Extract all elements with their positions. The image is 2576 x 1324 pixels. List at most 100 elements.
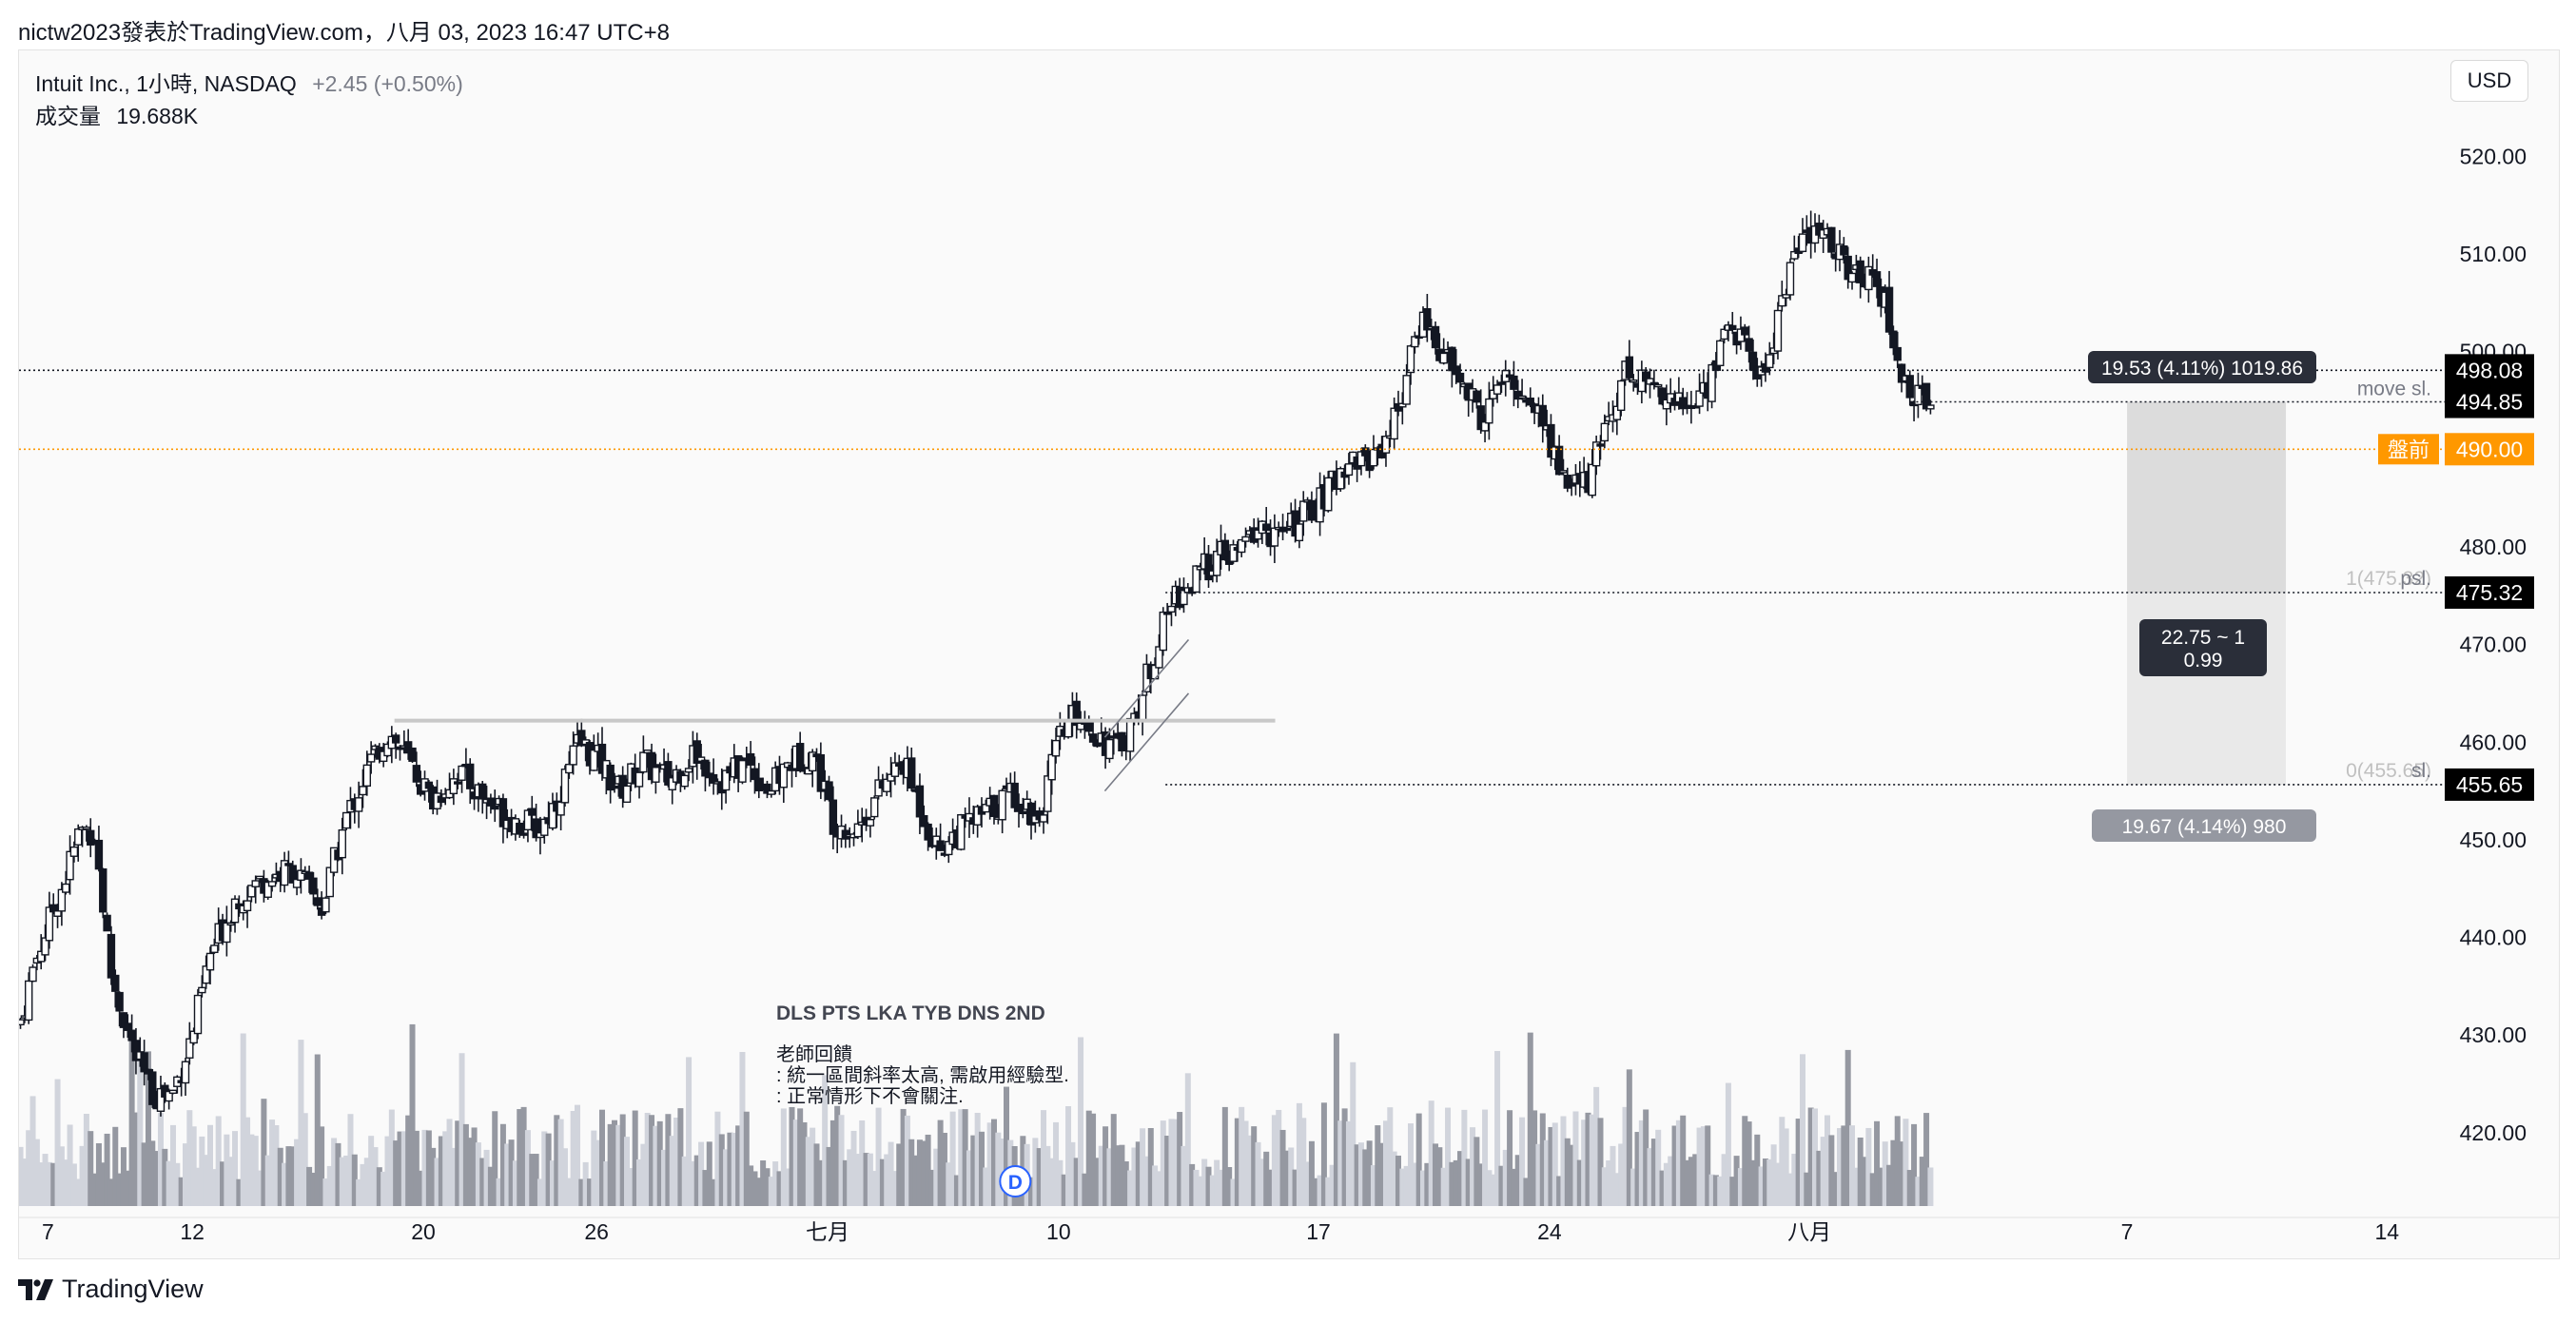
volume-bar — [946, 1162, 952, 1206]
volume-bar — [1514, 1155, 1521, 1206]
chart-panel[interactable]: move sl. 1(475.32) psl. 0(455.65) sl. 19.53 (… — [18, 49, 2560, 1259]
candle-body — [1662, 399, 1671, 410]
volume-bar — [900, 1108, 907, 1206]
candle-body — [1254, 529, 1262, 540]
volume-bar — [986, 1122, 993, 1206]
candle-body — [1856, 260, 1864, 283]
volume-bar — [331, 1138, 338, 1206]
volume-bar — [91, 1173, 98, 1206]
candle-body — [309, 877, 318, 895]
volume-bar — [541, 1131, 548, 1206]
legend-volume-label[interactable]: 成交量 — [35, 104, 101, 128]
volume-bar — [826, 1146, 832, 1206]
volume-bar — [405, 1115, 412, 1206]
volume-bar — [248, 1134, 255, 1206]
candle-body — [466, 763, 475, 789]
volume-bar — [1490, 1174, 1496, 1206]
volume-bar — [1122, 1161, 1129, 1206]
candle-body — [1014, 804, 1024, 812]
volume-bar — [1073, 1158, 1080, 1206]
volume-bar — [711, 1178, 717, 1206]
volume-bar — [220, 1161, 226, 1206]
volume-bar — [1296, 1102, 1302, 1206]
volume-bar — [363, 1158, 370, 1206]
volume-bar — [1725, 1082, 1731, 1206]
candle-body — [478, 783, 487, 800]
candle-body — [1118, 731, 1126, 752]
candle-body — [412, 765, 421, 783]
candle-body — [486, 797, 496, 807]
candle-body — [1679, 397, 1688, 410]
volume-bar — [1844, 1049, 1851, 1206]
y-tick-label: 440.00 — [2460, 925, 2527, 950]
level-text-psl: psl. — [2400, 568, 2431, 590]
volume-bar — [224, 1134, 230, 1206]
candle-body — [1847, 272, 1857, 283]
y-tick-label: 420.00 — [2460, 1120, 2527, 1145]
volume-bar — [1626, 1069, 1632, 1206]
volume-bar — [413, 1130, 420, 1206]
candle-body — [267, 881, 277, 887]
volume-bar — [63, 1159, 69, 1206]
candle-body — [1716, 340, 1725, 366]
candle-body — [379, 750, 388, 763]
candle-body — [1212, 551, 1221, 576]
candle-body — [74, 828, 83, 846]
volume-bar — [125, 1170, 131, 1206]
volume-bar — [549, 1160, 556, 1206]
volume-bar — [1721, 1154, 1727, 1206]
candle-body — [1786, 262, 1795, 296]
candle-body — [652, 767, 660, 783]
volume-bar — [475, 1142, 481, 1206]
candle-body — [185, 1038, 194, 1059]
volume-bar — [1172, 1119, 1179, 1206]
legend-symbol[interactable]: Intuit Inc., 1小時, NASDAQ — [35, 71, 297, 96]
volume-bar — [169, 1124, 176, 1206]
volume-bar — [1164, 1136, 1171, 1206]
candle-body — [1390, 407, 1398, 440]
volume-bar — [1345, 1120, 1352, 1206]
volume-bar — [1869, 1173, 1876, 1206]
volume-bar — [764, 1168, 771, 1206]
volume-bar — [1283, 1150, 1290, 1206]
y-tick-label: 450.00 — [2460, 828, 2527, 852]
volume-bar — [524, 1130, 531, 1206]
candle-body — [1109, 735, 1118, 739]
volume-bar — [75, 1178, 82, 1206]
candle-body — [1815, 223, 1824, 236]
candle-body — [1629, 379, 1638, 383]
volume-bar — [1184, 1073, 1191, 1206]
volume-bar — [1135, 1141, 1142, 1206]
volume-bar — [1263, 1151, 1270, 1206]
volume-bar — [409, 1023, 416, 1206]
candle-body — [1455, 372, 1465, 383]
volume-bar — [207, 1124, 214, 1206]
candle-body — [590, 749, 598, 771]
candle-body — [565, 763, 574, 774]
candle-body — [1044, 775, 1052, 812]
currency-button[interactable]: USD — [2450, 60, 2528, 102]
volume-bar — [1589, 1114, 1595, 1206]
volume-bar — [871, 1171, 878, 1206]
volume-bar — [1131, 1147, 1138, 1206]
volume-bar — [157, 1113, 164, 1206]
price-chart[interactable]: move sl. 1(475.32)psl. 0(455.65)sl. 19.53 (… — [19, 50, 2559, 1258]
volume-bar — [1399, 1168, 1406, 1206]
volume-bar — [628, 1168, 634, 1206]
candle-body — [338, 828, 346, 859]
volume-bar — [100, 1162, 107, 1206]
candle-body — [1748, 351, 1758, 371]
note-line: 老師回饋 — [776, 1043, 852, 1065]
volume-bar — [1218, 1169, 1224, 1206]
volume-bar — [203, 1155, 209, 1206]
candle-body — [1591, 441, 1601, 467]
volume-bar — [116, 1173, 123, 1206]
volume-bar — [1292, 1169, 1298, 1206]
volume-bar — [227, 1157, 234, 1206]
volume-bar — [1267, 1169, 1274, 1206]
tradingview-brand[interactable]: TradingView — [18, 1275, 204, 1304]
volume-bar — [132, 1112, 139, 1206]
candle-body — [1510, 375, 1518, 390]
volume-bar — [1308, 1140, 1315, 1206]
volume-bar — [755, 1178, 762, 1206]
